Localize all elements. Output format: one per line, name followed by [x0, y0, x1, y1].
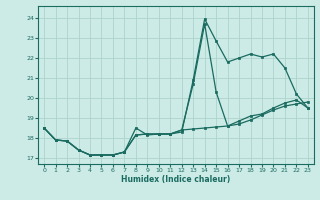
- X-axis label: Humidex (Indice chaleur): Humidex (Indice chaleur): [121, 175, 231, 184]
